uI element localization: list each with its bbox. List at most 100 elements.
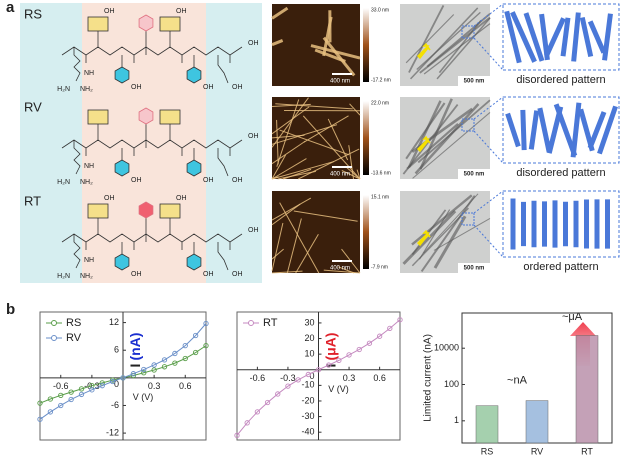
iv-point bbox=[305, 371, 311, 378]
tyr-ring bbox=[114, 66, 130, 84]
residue-box bbox=[159, 109, 181, 125]
tem-fiber bbox=[406, 123, 459, 170]
pointer-arrow bbox=[416, 135, 431, 153]
scale-label: 500 nm bbox=[464, 266, 485, 272]
tem-fiber bbox=[436, 17, 491, 80]
tem-fiber bbox=[402, 210, 457, 265]
colorbar-min: -17.2 nm bbox=[371, 77, 391, 83]
structure bbox=[61, 14, 243, 84]
arg-chain bbox=[73, 140, 81, 175]
connector bbox=[473, 130, 504, 164]
rod bbox=[544, 17, 566, 57]
fiber bbox=[271, 270, 303, 274]
y-tick-label: 1 bbox=[454, 415, 459, 425]
pointer-arrow bbox=[416, 42, 431, 60]
pattern-label: ordered pattern bbox=[523, 261, 598, 273]
iv-point bbox=[356, 346, 362, 353]
iv-point bbox=[346, 352, 352, 358]
fiber bbox=[356, 169, 361, 180]
atom-label: H₂N bbox=[57, 86, 70, 93]
iv-point bbox=[161, 364, 168, 370]
y-tick-label: 10 bbox=[304, 349, 314, 359]
y-axis-label: I (μA) bbox=[322, 333, 338, 368]
iv-point bbox=[182, 342, 188, 349]
fiber bbox=[271, 6, 289, 20]
rod bbox=[571, 12, 581, 62]
y-tick-label: 10000 bbox=[434, 343, 459, 353]
connector bbox=[473, 224, 504, 258]
iv-curve bbox=[39, 323, 207, 420]
atom-label: OH bbox=[232, 177, 243, 184]
iv-point bbox=[315, 367, 322, 373]
tem-fiber bbox=[407, 100, 442, 168]
backbone bbox=[61, 233, 243, 243]
colorbar bbox=[363, 8, 369, 82]
pattern-box bbox=[502, 96, 620, 164]
colorbar-max: 33.0 nm bbox=[371, 7, 389, 13]
fiber bbox=[349, 103, 361, 116]
iv-point bbox=[58, 392, 64, 398]
iv-point bbox=[275, 391, 281, 397]
connector bbox=[473, 37, 504, 71]
rod bbox=[602, 13, 613, 61]
atom-label: H₂N bbox=[57, 273, 70, 280]
panel-label: a bbox=[6, 0, 15, 16]
tyr-ring bbox=[186, 253, 202, 271]
atom-label: OH bbox=[248, 40, 259, 47]
legend-marker bbox=[51, 335, 57, 341]
legend-marker bbox=[51, 320, 57, 326]
structure bbox=[61, 201, 243, 271]
y-axis-unit: (μA) bbox=[322, 333, 338, 361]
legend-label: RV bbox=[66, 332, 82, 344]
rod bbox=[570, 102, 582, 158]
atom-label: NH₂ bbox=[80, 86, 93, 93]
iv-point bbox=[120, 375, 126, 381]
bar bbox=[525, 400, 549, 444]
tem-fiber bbox=[433, 217, 491, 251]
tem-fiber bbox=[414, 103, 480, 175]
iv-point bbox=[397, 317, 403, 323]
fiber bbox=[338, 266, 355, 274]
annotation: ~nA bbox=[507, 375, 528, 387]
scale-bg bbox=[458, 169, 490, 179]
iv-point bbox=[109, 378, 116, 385]
fiber bbox=[293, 210, 358, 222]
tem-fiber bbox=[411, 194, 473, 246]
iv-point bbox=[326, 362, 332, 368]
arg-chain bbox=[73, 234, 81, 269]
afm-image bbox=[272, 4, 360, 86]
y-axis-label: I (nA) bbox=[127, 333, 143, 368]
colorbar bbox=[363, 101, 369, 175]
fiber bbox=[279, 202, 320, 274]
y-axis-unit: (nA) bbox=[127, 333, 143, 361]
rod bbox=[523, 12, 545, 62]
rod bbox=[560, 17, 571, 57]
x-tick-label: -0.3 bbox=[84, 381, 100, 391]
tyr-ring bbox=[114, 253, 130, 271]
iv-point bbox=[37, 400, 43, 406]
iv-point bbox=[89, 387, 95, 393]
tem-fiber bbox=[405, 14, 455, 64]
y-tick-label: -10 bbox=[301, 380, 314, 390]
bar bbox=[475, 405, 499, 444]
row-label: RV bbox=[24, 99, 42, 114]
iv-point bbox=[68, 389, 74, 395]
legend-marker bbox=[248, 320, 254, 326]
glu-chain bbox=[217, 55, 229, 84]
rod bbox=[587, 111, 607, 149]
fiber bbox=[277, 170, 316, 180]
atom-label: OH bbox=[232, 84, 243, 91]
atom-label: OH bbox=[131, 177, 142, 184]
glu-chain bbox=[217, 242, 229, 271]
atom-label: OH bbox=[176, 8, 187, 15]
backbone bbox=[61, 139, 243, 149]
atom-label: NH₂ bbox=[80, 273, 93, 280]
fiber bbox=[271, 103, 311, 107]
y-tick-label: -20 bbox=[301, 395, 314, 405]
fiber bbox=[271, 97, 309, 148]
tem-fiber bbox=[411, 209, 447, 256]
residue-box bbox=[159, 203, 181, 219]
tem-fiber bbox=[410, 7, 479, 80]
iv-point bbox=[366, 340, 373, 346]
atom-label: H₂N bbox=[57, 179, 70, 186]
